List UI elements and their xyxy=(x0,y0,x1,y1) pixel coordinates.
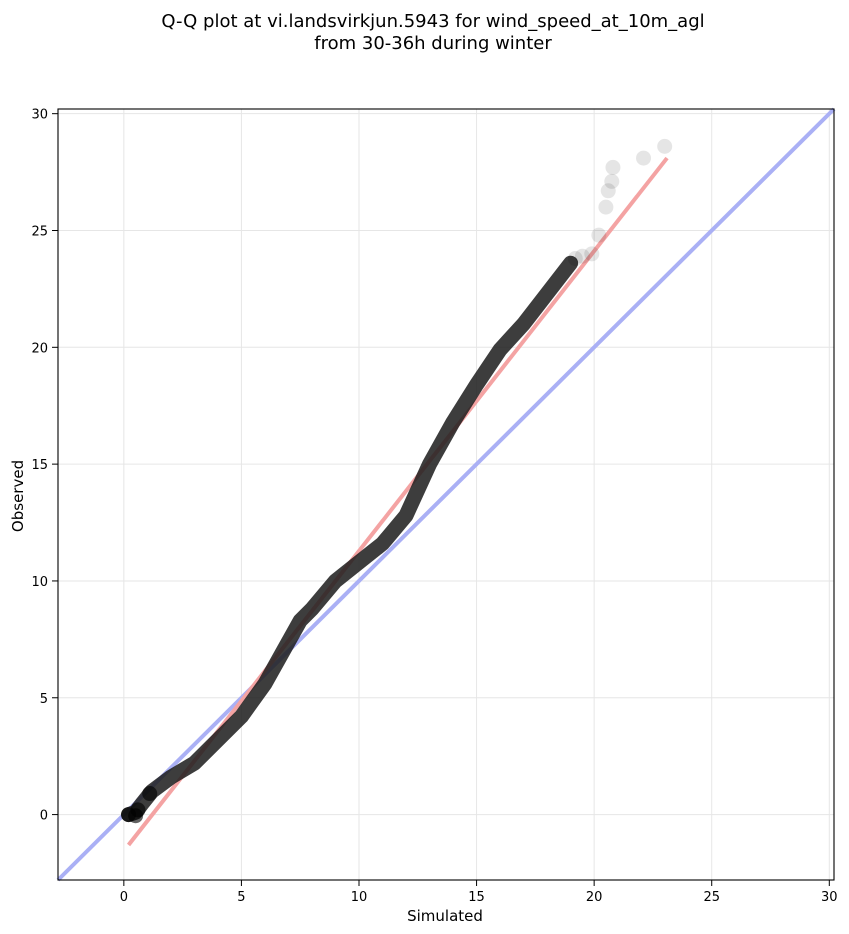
identity-line xyxy=(56,107,836,882)
x-axis-label: Simulated xyxy=(407,907,483,925)
chart-subtitle: from 30-36h during winter xyxy=(314,33,552,54)
x-tick-label: 30 xyxy=(821,890,838,905)
x-tick-label: 25 xyxy=(703,890,720,905)
grid-lines xyxy=(58,109,834,880)
data-point xyxy=(598,199,614,215)
data-point xyxy=(604,173,620,189)
data-point xyxy=(142,786,158,802)
y-tick-label: 0 xyxy=(40,809,48,824)
y-tick-label: 25 xyxy=(31,224,48,239)
y-tick-label: 20 xyxy=(31,341,48,356)
reference-lines xyxy=(56,107,836,882)
y-tick-label: 15 xyxy=(31,458,48,473)
y-axis-label: Observed xyxy=(9,460,27,532)
x-tick-label: 10 xyxy=(351,890,368,905)
data-point xyxy=(657,138,673,154)
chart-title: Q-Q plot at vi.landsvirkjun.5943 for win… xyxy=(161,11,704,32)
data-point xyxy=(574,248,590,264)
data-point xyxy=(636,150,652,166)
plot-frame xyxy=(57,108,835,881)
data-points xyxy=(121,138,673,824)
x-tick-label: 15 xyxy=(468,890,485,905)
y-tick-label: 30 xyxy=(31,108,48,123)
quantile-band xyxy=(121,255,579,823)
x-tick-label: 5 xyxy=(237,890,245,905)
data-point xyxy=(591,227,607,243)
y-tick-label: 10 xyxy=(31,575,48,590)
x-tick-label: 20 xyxy=(586,890,603,905)
axes: 0 5 10 15 20 25 30 0 5 10 15 20 25 30 xyxy=(31,108,837,905)
data-point xyxy=(584,246,600,262)
y-tick-label: 5 xyxy=(40,692,48,707)
data-point xyxy=(567,251,583,267)
x-tick-label: 0 xyxy=(120,890,128,905)
data-point xyxy=(130,802,146,818)
data-point xyxy=(605,159,621,175)
data-point xyxy=(600,183,616,199)
